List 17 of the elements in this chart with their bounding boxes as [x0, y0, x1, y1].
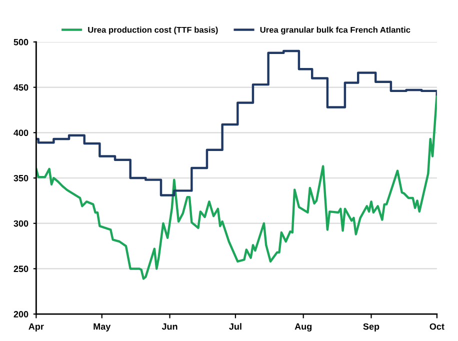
x-tick-label: Jun [162, 323, 178, 330]
y-tick-label: 250 [14, 266, 28, 272]
y-tick-label: 500 [14, 38, 28, 46]
y-tick-label: 300 [14, 220, 28, 227]
x-tick-label: Apr [28, 323, 44, 332]
x-tick-label: Sep [363, 323, 380, 332]
y-tick-label: 350 [14, 174, 28, 182]
x-tick-label: Oct [430, 323, 444, 330]
x-tick-label: Aug [294, 323, 312, 332]
legend-label: Urea granular bulk fca French Atlantic [260, 26, 410, 34]
x-tick-label: Jul [229, 323, 242, 330]
line-series [36, 92, 437, 280]
y-tick-label: 200 [14, 311, 28, 318]
x-tick-label: May [94, 323, 111, 332]
y-tick-label: 450 [14, 84, 28, 91]
y-tick-label: 400 [14, 130, 28, 136]
legend-label: Urea production cost (TTF basis) [88, 26, 218, 34]
